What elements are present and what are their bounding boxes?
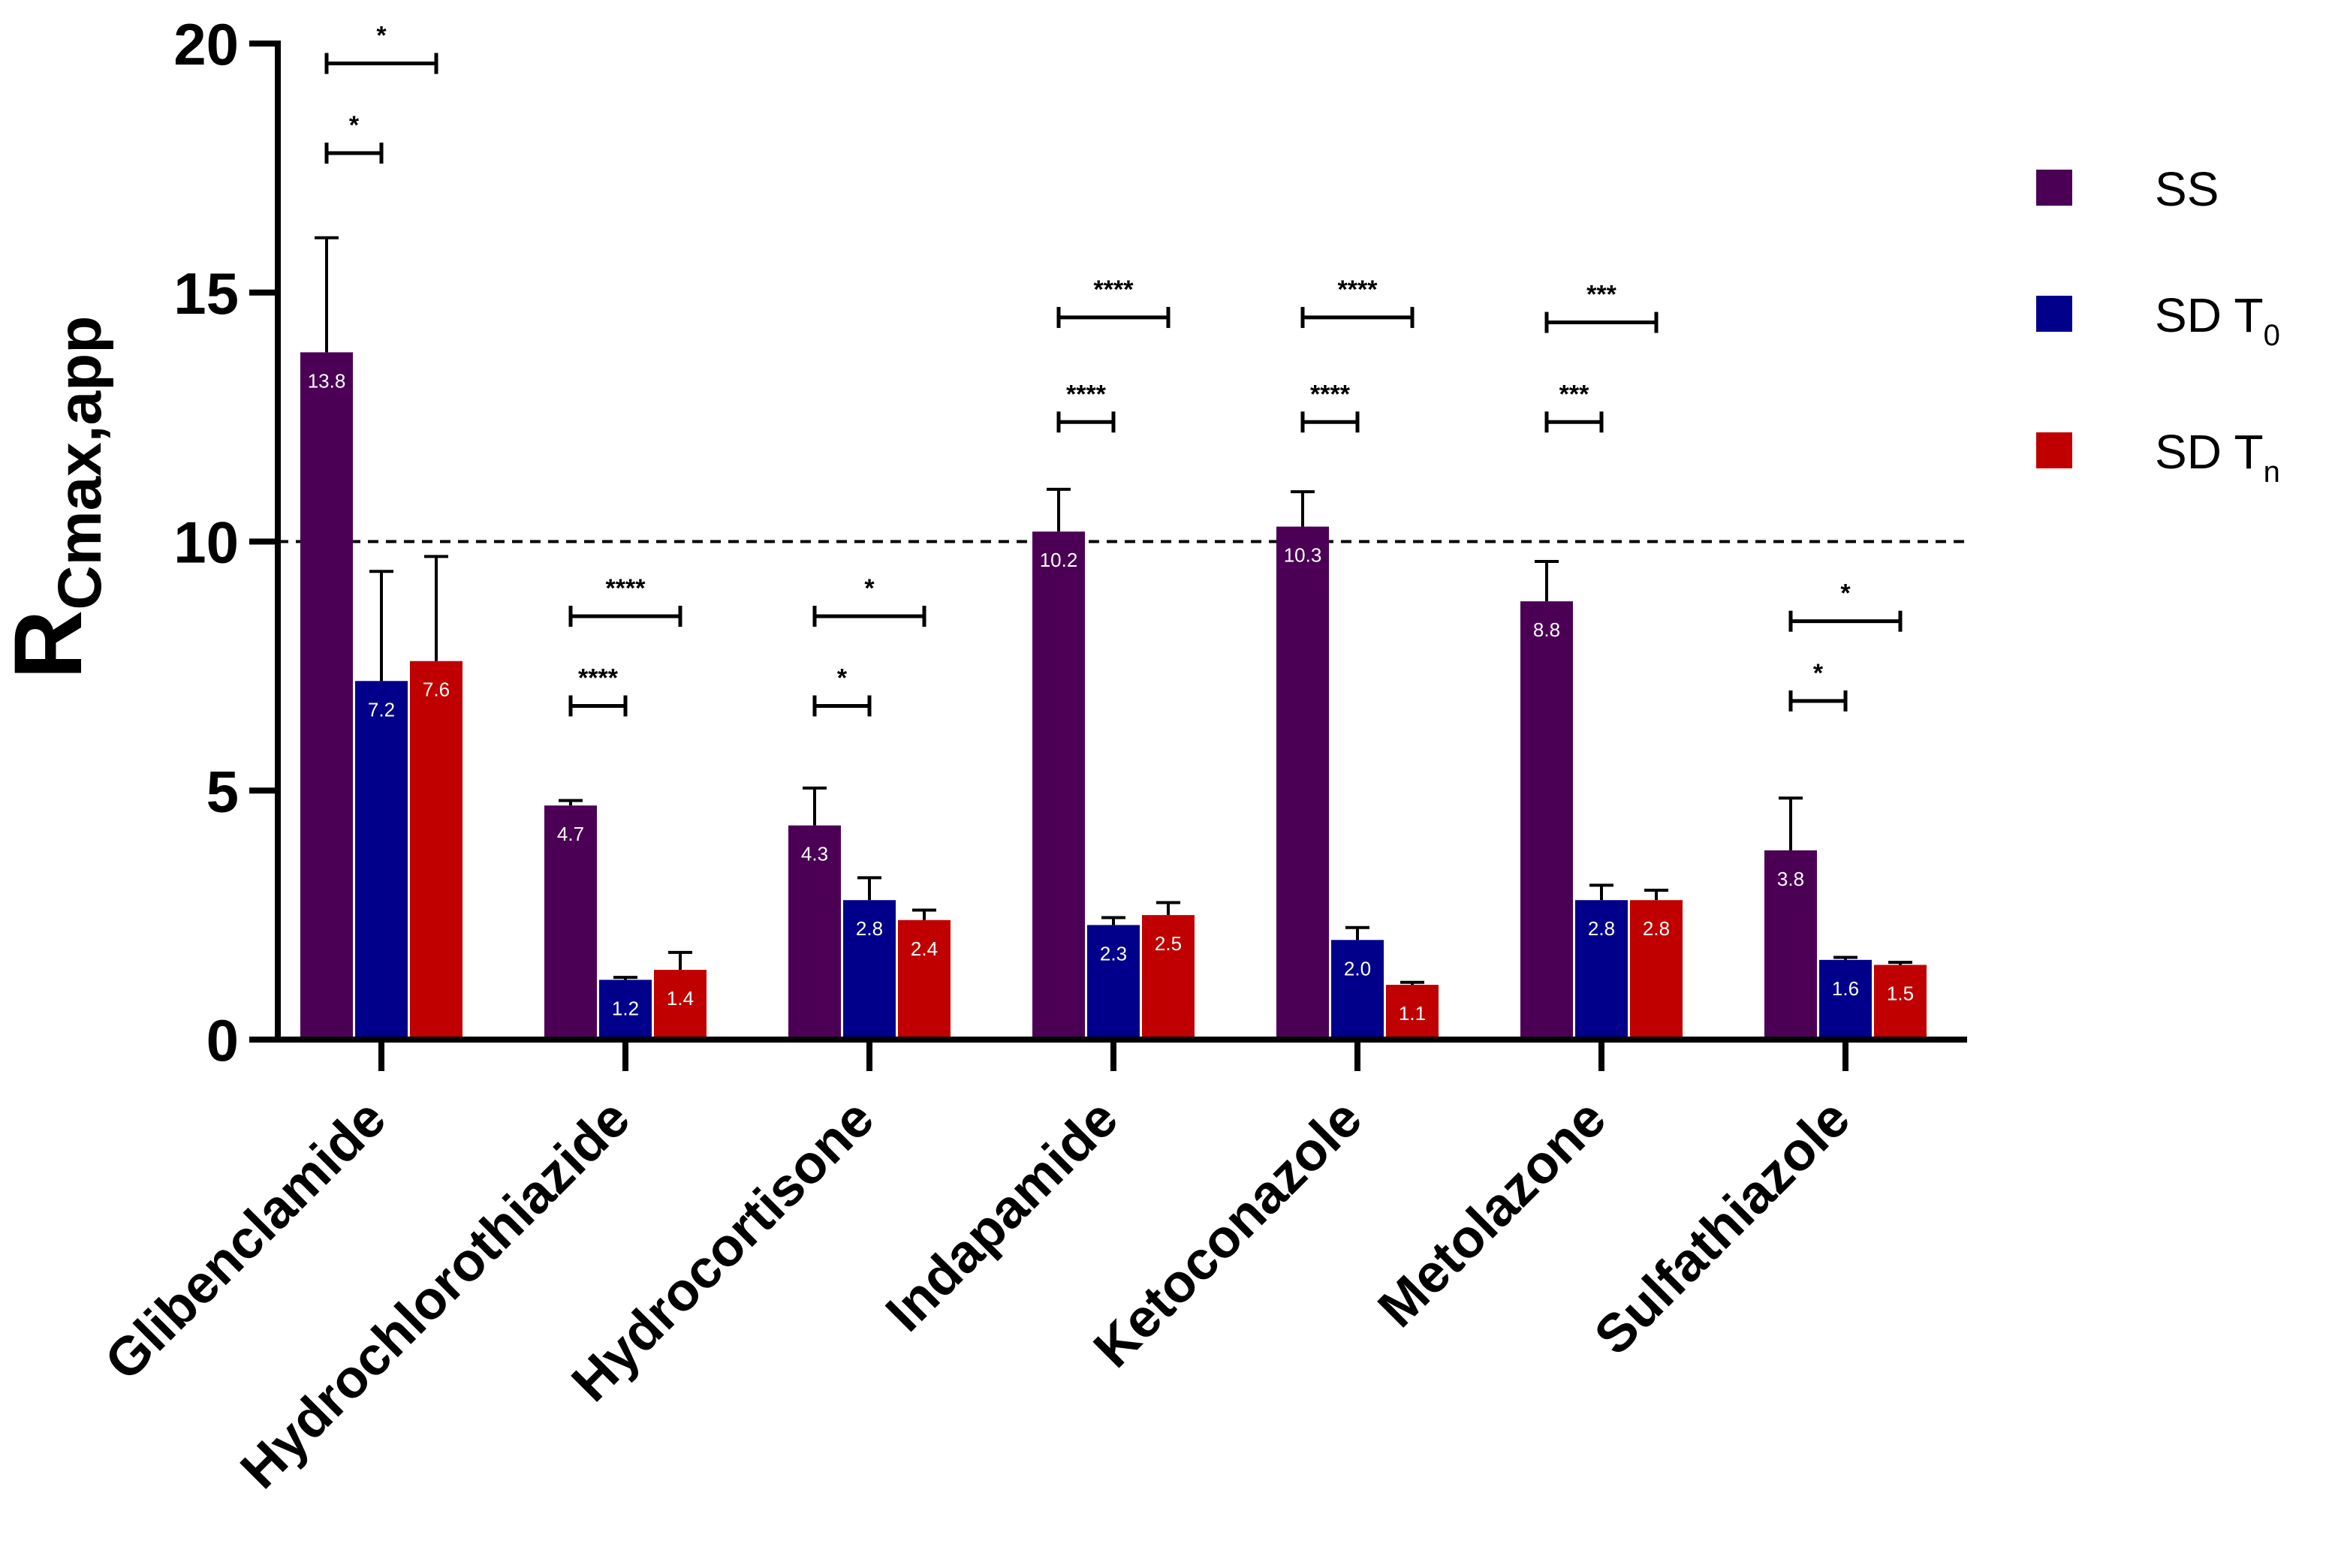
bar — [1874, 965, 1927, 1040]
y-axis-title-text: RCmax,app — [0, 316, 114, 679]
bar — [843, 900, 896, 1040]
bar — [599, 980, 652, 1040]
bar — [898, 919, 951, 1040]
y-axis-title-sub: Cmax,app — [46, 316, 114, 610]
bar-value-label: 2.3 — [1100, 942, 1127, 965]
significance-layer: ************************************ — [324, 22, 1903, 717]
significance-label: *** — [1586, 281, 1616, 309]
bar-value-label: 7.2 — [368, 698, 395, 721]
significance-label: **** — [578, 664, 619, 692]
significance-label: * — [1813, 659, 1824, 688]
significance-label: * — [864, 574, 875, 603]
y-axis-title-main: R — [0, 610, 102, 679]
bar-value-label: 1.4 — [667, 987, 694, 1010]
significance-label: **** — [1066, 380, 1107, 408]
bar — [300, 352, 353, 1040]
bar — [1142, 915, 1195, 1040]
y-tick-label: 20 — [173, 11, 239, 77]
bar-value-label: 13.8 — [308, 369, 346, 392]
bar — [410, 661, 462, 1040]
bar — [788, 825, 841, 1040]
x-tick-label: Metolazone — [1367, 1088, 1618, 1339]
bar-value-label: 1.5 — [1887, 982, 1914, 1004]
y-tick-label: 10 — [173, 510, 239, 576]
bar — [1630, 900, 1683, 1040]
bar — [1032, 531, 1085, 1040]
legend-label-main: SD T — [2155, 288, 2264, 342]
legend-swatch — [2036, 432, 2072, 468]
bar-value-label: 4.7 — [557, 823, 584, 845]
significance-label: * — [376, 22, 387, 50]
bar — [1575, 900, 1628, 1040]
significance-label: **** — [1338, 275, 1378, 304]
significance-label: **** — [1310, 380, 1351, 408]
bar — [1764, 850, 1817, 1040]
bar — [1819, 959, 1872, 1040]
legend-label: SD Tn — [2155, 425, 2280, 489]
bars-layer: 13.8 4.7 4.3 10.2 10.3 8.8 3.8 7.2 1.2 2.8 2.3 2.0 2… — [300, 236, 1927, 1040]
y-tick-label: 0 — [206, 1007, 239, 1073]
legend-label: SS — [2155, 162, 2219, 216]
y-axis-title: RCmax,app — [0, 316, 114, 679]
y-tick-label: 5 — [206, 758, 239, 824]
bar-value-label: 2.0 — [1344, 957, 1371, 980]
legend-label: SD T0 — [2155, 288, 2280, 352]
significance-label: * — [837, 664, 848, 692]
bar-value-label: 1.1 — [1399, 1002, 1426, 1025]
bar-value-label: 10.2 — [1040, 549, 1078, 571]
bar-value-label: 1.6 — [1832, 977, 1859, 1000]
bar-value-label: 4.3 — [801, 843, 828, 865]
bar — [1331, 940, 1384, 1040]
legend-label-main: SD T — [2155, 425, 2264, 479]
bar-value-label: 10.3 — [1284, 544, 1322, 567]
y-tick-label: 15 — [173, 260, 239, 327]
legend-label-sub: n — [2264, 456, 2280, 489]
bar — [1386, 985, 1439, 1040]
legend-label-sub: 0 — [2264, 319, 2280, 352]
bar-value-label: 2.8 — [856, 917, 883, 940]
significance-label: * — [349, 111, 360, 140]
bar-value-label: 7.6 — [423, 679, 450, 701]
bar-value-label: 2.8 — [1588, 917, 1615, 940]
bar — [355, 681, 408, 1040]
bar-value-label: 2.4 — [911, 937, 938, 960]
bar — [654, 970, 707, 1040]
legend-swatch — [2036, 170, 2072, 206]
significance-label: **** — [606, 574, 646, 603]
bar-value-label: 2.8 — [1643, 917, 1670, 940]
bar — [544, 805, 597, 1040]
bar-value-label: 8.8 — [1533, 618, 1560, 641]
bar — [1087, 925, 1140, 1040]
x-tick-label: Sulfathiazole — [1583, 1088, 1862, 1367]
x-tick-label: Indapamide — [875, 1088, 1129, 1343]
legend-label-main: SS — [2155, 162, 2219, 216]
significance-label: * — [1840, 579, 1851, 608]
bar-value-label: 2.5 — [1155, 932, 1182, 955]
x-tick-label: Hydrochlorothiazide — [230, 1088, 642, 1500]
bar-value-label: 3.8 — [1777, 868, 1804, 890]
bar — [1520, 601, 1573, 1040]
bar-value-label: 1.2 — [612, 997, 639, 1019]
bar — [1276, 526, 1329, 1040]
significance-label: *** — [1559, 380, 1589, 408]
legend-swatch — [2036, 296, 2072, 332]
significance-label: **** — [1094, 275, 1134, 304]
